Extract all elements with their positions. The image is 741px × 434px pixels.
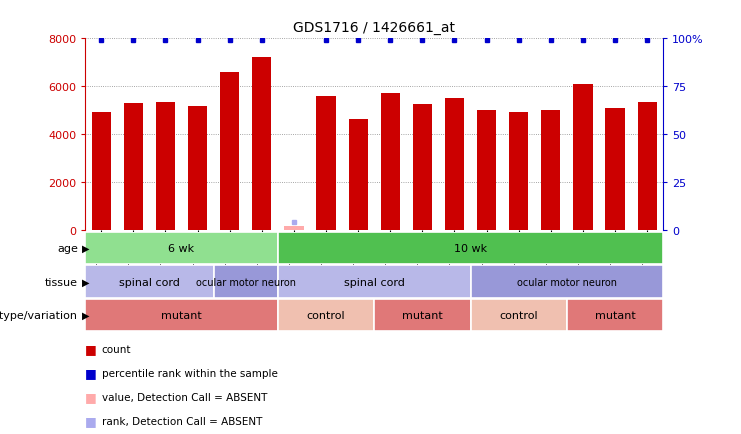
Bar — [348, 120, 368, 230]
Bar — [605, 108, 625, 230]
Text: spinal cord: spinal cord — [344, 277, 405, 287]
Bar — [124, 103, 143, 230]
Bar — [471, 299, 567, 332]
Text: rank, Detection Call = ABSENT: rank, Detection Call = ABSENT — [102, 416, 262, 425]
Bar — [316, 96, 336, 230]
Text: ■: ■ — [85, 366, 97, 379]
Bar — [85, 232, 278, 265]
Text: ■: ■ — [85, 414, 97, 427]
Bar — [213, 266, 278, 298]
Text: ▶: ▶ — [82, 243, 89, 253]
Bar — [278, 266, 471, 298]
Bar — [413, 105, 432, 230]
Bar — [220, 72, 239, 230]
Text: 6 wk: 6 wk — [168, 243, 195, 253]
Text: value, Detection Call = ABSENT: value, Detection Call = ABSENT — [102, 392, 267, 401]
Bar — [574, 84, 593, 230]
Text: control: control — [307, 310, 345, 320]
Bar — [445, 99, 464, 230]
Text: age: age — [57, 243, 78, 253]
Text: genotype/variation: genotype/variation — [0, 310, 78, 320]
Text: ■: ■ — [85, 390, 97, 403]
Text: ocular motor neuron: ocular motor neuron — [517, 277, 617, 287]
Bar — [156, 102, 175, 230]
Bar — [285, 227, 304, 230]
Bar — [541, 111, 560, 230]
Text: mutant: mutant — [402, 310, 442, 320]
Text: ▶: ▶ — [82, 277, 89, 287]
Bar — [85, 266, 213, 298]
Text: mutant: mutant — [595, 310, 635, 320]
Bar — [471, 266, 663, 298]
Text: ocular motor neuron: ocular motor neuron — [196, 277, 296, 287]
Text: tissue: tissue — [44, 277, 78, 287]
Text: percentile rank within the sample: percentile rank within the sample — [102, 368, 277, 378]
Bar — [381, 94, 400, 230]
Bar — [278, 299, 374, 332]
Bar — [278, 232, 663, 265]
Text: 10 wk: 10 wk — [454, 243, 487, 253]
Text: ▶: ▶ — [82, 310, 89, 320]
Bar — [509, 113, 528, 230]
Bar — [188, 107, 207, 230]
Bar — [374, 299, 471, 332]
Text: mutant: mutant — [162, 310, 202, 320]
Bar — [252, 58, 271, 230]
Bar — [567, 299, 663, 332]
Text: spinal cord: spinal cord — [119, 277, 180, 287]
Bar — [92, 113, 111, 230]
Title: GDS1716 / 1426661_at: GDS1716 / 1426661_at — [293, 21, 455, 35]
Text: ■: ■ — [85, 342, 97, 355]
Bar — [637, 102, 657, 230]
Bar — [85, 299, 278, 332]
Text: count: count — [102, 344, 131, 354]
Text: control: control — [499, 310, 538, 320]
Bar — [477, 111, 496, 230]
